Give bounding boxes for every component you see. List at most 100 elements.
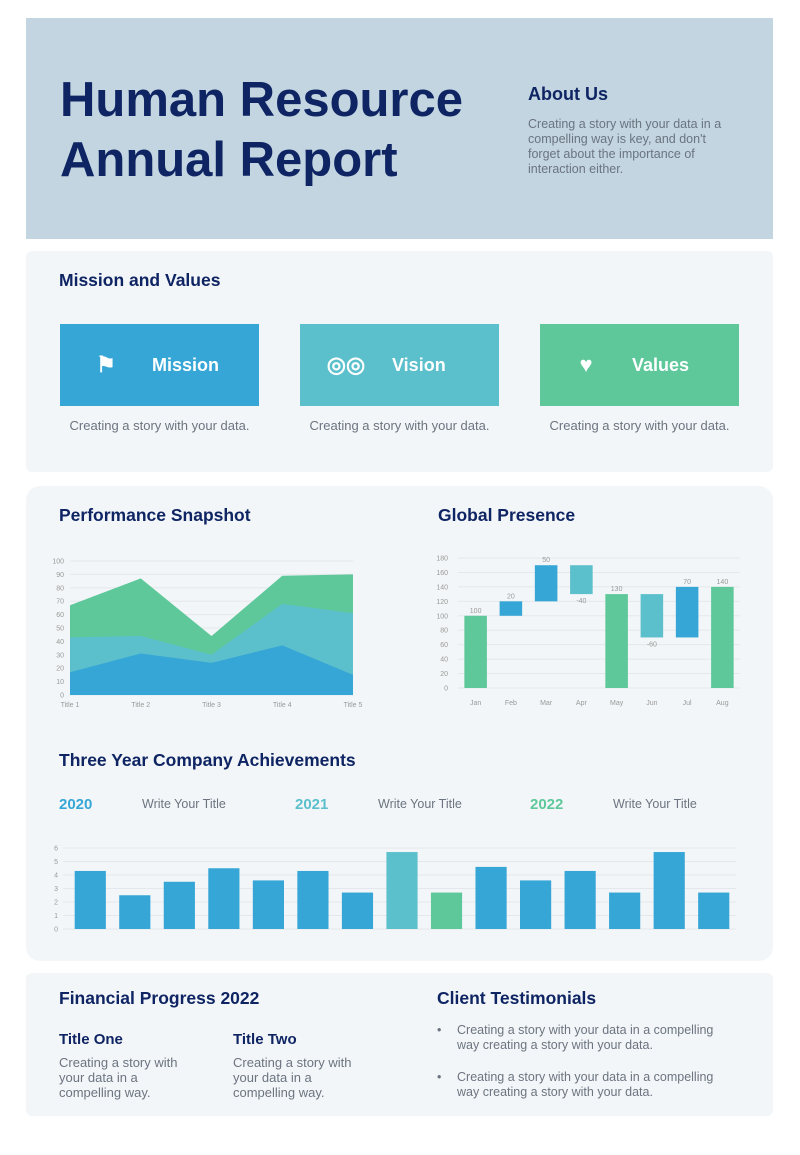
y-tick-label: 70 [56,599,64,606]
achievement-bar [653,852,685,929]
card-caption: Creating a story with your data. [309,418,490,433]
y-tick-label: 0 [444,686,448,693]
card-mission: ⚑ Mission [60,324,259,406]
binoculars-icon: ◎◎ [326,352,366,377]
y-tick-label: 100 [436,613,448,620]
x-tick-label: Title 5 [344,702,363,709]
y-tick-label: 0 [60,693,64,700]
y-tick-label: 0 [54,927,58,934]
achievement-bar [252,880,284,929]
achievements-heading: Three Year Company Achievements [59,750,356,770]
x-tick-label: Title 2 [131,702,150,709]
achievement-bar [698,892,730,929]
achievement-bar [520,880,552,929]
year-title: Write Your Title [378,797,462,811]
waterfall-bar [570,565,593,595]
card-label: Vision [392,354,446,375]
year-label: 2021 [295,796,329,813]
y-tick-label: 40 [56,639,64,646]
global-heading: Global Presence [438,505,576,525]
data-label: -60 [647,641,657,648]
flag-icon: ⚑ [96,352,116,377]
x-tick-label: Title 3 [202,702,221,709]
year-label: 2020 [59,796,93,813]
y-tick-label: 1 [54,913,58,920]
waterfall-bar [499,601,523,616]
area-series-1 [70,645,353,695]
testimonials-heading: Client Testimonials [437,988,597,1008]
global-waterfall-chart: 0 20 40 60 80 100 120 140 160 180 100 Jan 20 Feb 50 Mar… [436,556,740,707]
waterfall-bar [640,594,664,638]
y-tick-label: 2 [54,900,58,907]
header-banner: Human Resource Annual Report About Us Cre… [26,18,773,239]
data-label: 100 [470,608,482,615]
y-tick-label: 40 [440,657,448,664]
x-tick-label: Aug [716,700,729,707]
card-values: ♥ Values [540,324,739,406]
achievement-bar [297,870,329,929]
year-label: 2022 [530,796,564,813]
title-line-1: Human Resource [60,73,464,127]
y-tick-label: 100 [52,559,64,566]
waterfall-bar [605,594,628,688]
mission-heading: Mission and Values [59,270,221,290]
financial-text-one: Creating a story with your data in a com… [59,1055,178,1100]
achievement-bar [119,895,151,929]
y-tick-label: 20 [440,671,448,678]
achievement-bar [475,866,507,929]
data-label: 70 [683,579,691,586]
financial-heading: Financial Progress 2022 [59,988,260,1008]
y-tick-label: 60 [440,642,448,649]
financial-title-two: Title Two [233,1031,297,1048]
card-caption: Creating a story with your data. [69,418,250,433]
waterfall-bar [534,565,558,602]
data-label: 50 [542,557,550,564]
y-tick-label: 5 [54,859,58,866]
achievement-bar [430,892,463,929]
about-text: Creating a story with your data in a com… [528,117,722,176]
x-tick-label: Feb [505,700,517,707]
card-vision: ◎◎ Vision [300,324,499,406]
y-tick-label: 180 [436,556,448,563]
waterfall-bar [675,586,699,638]
testimonial-item: Creating a story with your data in a com… [437,1023,737,1053]
financial-text-two: Creating a story with your data in a com… [233,1055,352,1100]
page-title: Human Resource Annual Report [60,70,463,190]
card-caption: Creating a story with your data. [549,418,730,433]
y-tick-label: 30 [56,652,64,659]
achievements-bar-chart: 0 1 2 3 4 5 6 [54,846,736,934]
y-tick-label: 10 [56,679,64,686]
y-tick-label: 80 [440,628,448,635]
y-tick-label: 60 [56,612,64,619]
achievement-bar [386,852,418,929]
x-tick-label: May [610,700,624,707]
y-tick-label: 80 [56,585,64,592]
x-tick-label: Apr [576,700,588,707]
x-tick-label: Title 1 [61,702,80,709]
performance-area-chart: 0 10 20 30 40 50 60 70 80 90 100 Title 1 Title 2 Titl… [52,559,363,710]
performance-heading: Performance Snapshot [59,505,251,525]
y-tick-label: 3 [54,886,58,893]
y-tick-label: 6 [54,846,58,853]
x-tick-label: Jul [683,700,692,707]
year-title: Write Your Title [613,797,697,811]
achievement-bar [609,892,641,929]
achievement-bar [208,868,240,929]
y-tick-label: 120 [436,599,448,606]
card-label: Mission [152,354,220,375]
waterfall-bar [464,615,487,688]
about-heading: About Us [528,84,608,104]
x-tick-label: Jun [646,700,657,707]
y-tick-label: 4 [54,873,58,880]
card-label: Values [632,354,690,375]
data-label: -40 [576,598,586,605]
achievement-bar [564,870,596,929]
year-title: Write Your Title [142,797,226,811]
x-tick-label: Jan [470,700,481,707]
hands-heart-icon: ♥ [579,352,593,377]
y-tick-label: 20 [56,666,64,673]
y-tick-label: 140 [436,584,448,591]
y-tick-label: 160 [436,570,448,577]
y-tick-label: 90 [56,572,64,579]
data-label: 140 [717,579,729,586]
